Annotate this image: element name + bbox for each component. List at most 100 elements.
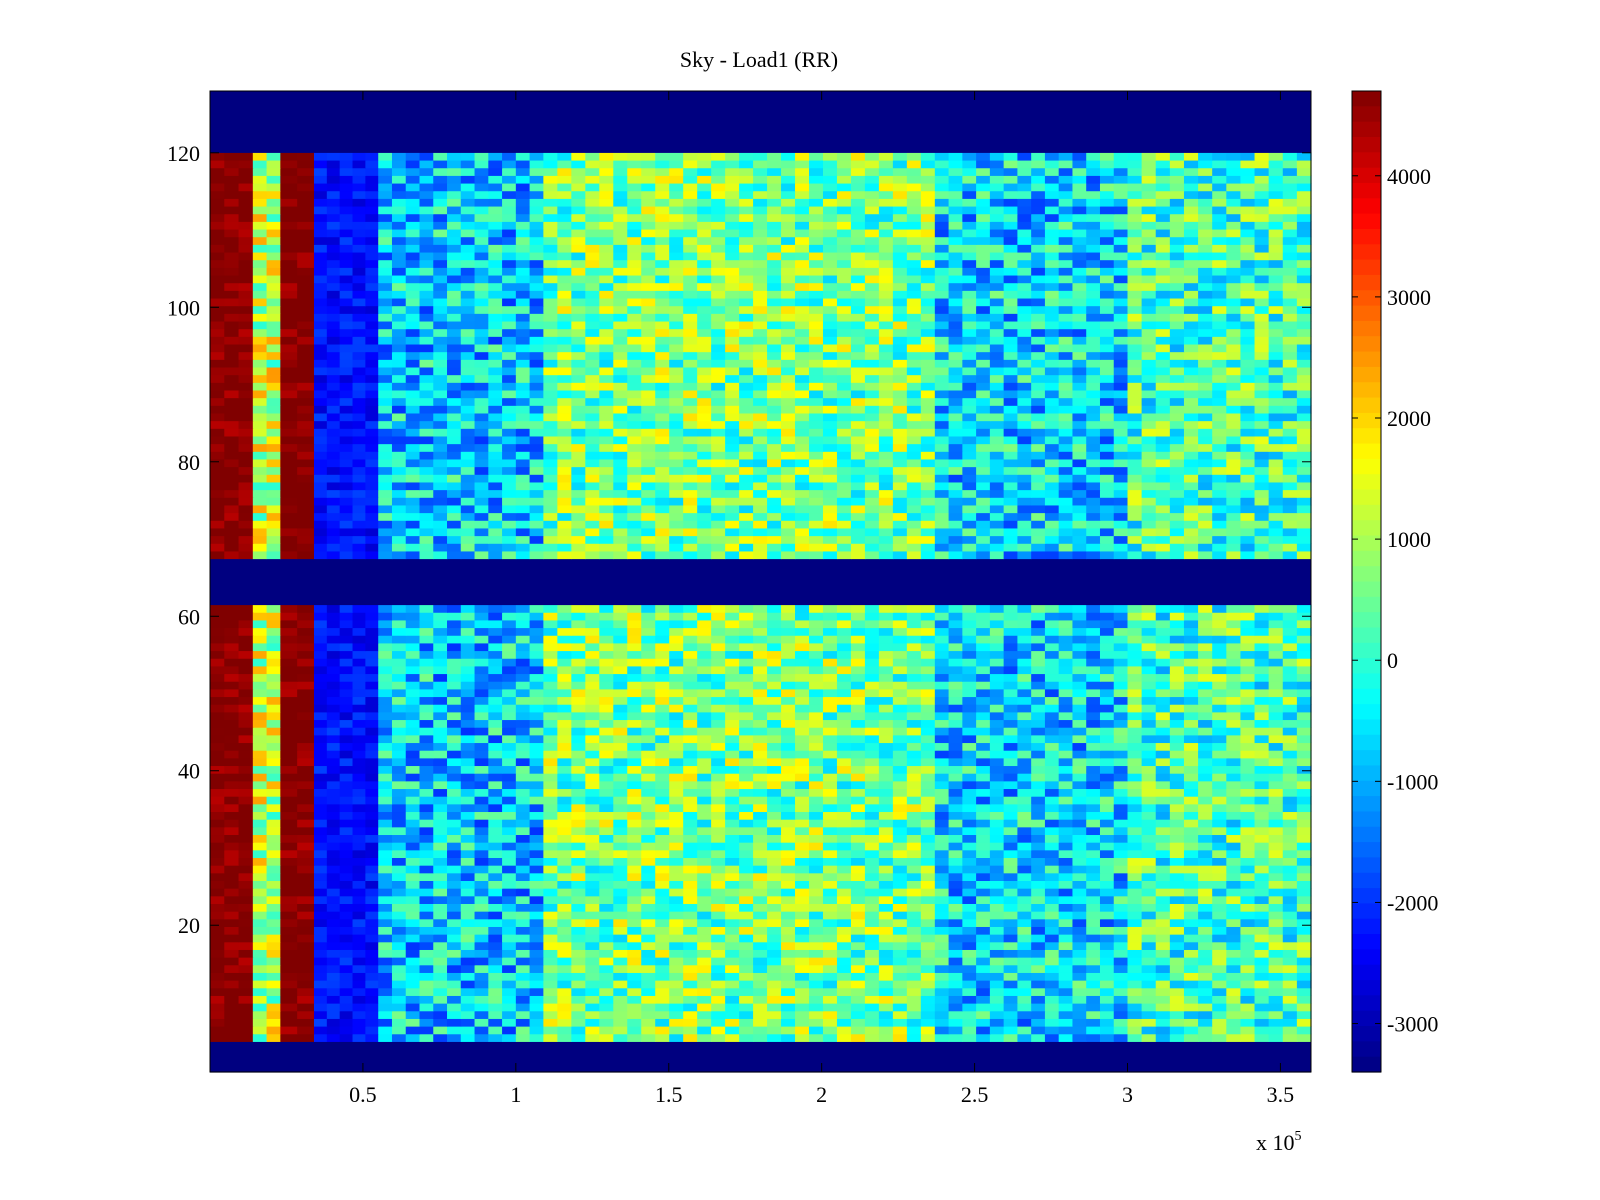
heatmap-cell (599, 911, 614, 920)
heatmap-cell (1183, 512, 1199, 521)
heatmap-cell (1183, 681, 1199, 690)
heatmap-cell (1031, 964, 1046, 973)
heatmap-cell (1183, 635, 1199, 644)
heatmap-cell (238, 504, 254, 514)
heatmap-cell (1282, 681, 1298, 690)
heatmap-cell (1086, 895, 1101, 904)
heatmap-cell (1212, 512, 1227, 521)
heatmap-cell (989, 972, 1005, 981)
heatmap-cell (962, 1026, 977, 1035)
heatmap-cell (725, 642, 740, 652)
heatmap-cell (339, 949, 354, 958)
heatmap-cell (419, 803, 434, 813)
heatmap-cell (906, 949, 922, 958)
heatmap-cell (460, 704, 476, 713)
heatmap-cell (378, 535, 393, 544)
heatmap-cell (892, 696, 908, 705)
heatmap-cell (1003, 849, 1018, 859)
heatmap-cell (378, 903, 393, 912)
heatmap-cell (447, 934, 462, 943)
heatmap-cell (224, 911, 240, 920)
heatmap-cell (515, 1033, 531, 1042)
heatmap-cell (488, 842, 503, 851)
heatmap-cell (892, 688, 908, 698)
heatmap-cell (1254, 612, 1270, 621)
heatmap-cell (502, 681, 517, 690)
heatmap-cell (753, 612, 768, 621)
heatmap-cell (795, 535, 810, 544)
heatmap-cell (1086, 826, 1101, 836)
heatmap-cell (529, 604, 544, 613)
heatmap-cell (1086, 842, 1101, 851)
heatmap-cell (920, 1010, 936, 1019)
heatmap-cell (1099, 918, 1115, 927)
heatmap-cell (1169, 918, 1185, 927)
heatmap-cell (419, 995, 434, 1004)
heatmap-cell (313, 673, 328, 682)
heatmap-cell (1268, 688, 1284, 698)
heatmap-cell (1169, 665, 1185, 675)
heatmap-cell (502, 734, 517, 744)
heatmap-cell (585, 765, 600, 774)
heatmap-cell (599, 803, 614, 813)
heatmap-cell (515, 688, 531, 698)
heatmap-cell (280, 612, 298, 621)
heatmap-cell (252, 987, 268, 996)
heatmap-cell (641, 872, 656, 881)
heatmap-cell (948, 527, 963, 537)
heatmap-cell (641, 895, 656, 904)
heatmap-cell (906, 995, 922, 1004)
heatmap-cell (447, 849, 462, 859)
heatmap-cell (906, 773, 922, 782)
heatmap-cell (1099, 520, 1115, 529)
heatmap-cell (280, 811, 298, 820)
heatmap-cell (878, 949, 894, 958)
heatmap-cell (753, 719, 768, 728)
heatmap-cell (339, 512, 354, 521)
heatmap-cell (795, 635, 810, 644)
heatmap-cell (906, 1033, 922, 1042)
heatmap-cell (1127, 895, 1143, 904)
heatmap-cell (1127, 941, 1143, 950)
heatmap-cell (339, 918, 354, 927)
heatmap-cell (711, 788, 726, 797)
heatmap-cell (419, 849, 434, 859)
heatmap-cell (1254, 619, 1270, 629)
heatmap-cell (1198, 918, 1213, 927)
heatmap-cell (599, 903, 614, 912)
heatmap-cell (1296, 780, 1312, 790)
heatmap-cell (976, 650, 991, 659)
heatmap-cell (474, 842, 489, 851)
heatmap-cell (1113, 750, 1129, 759)
heatmap-cell (326, 842, 341, 851)
heatmap-cell (515, 903, 531, 912)
heatmap-cell (1086, 765, 1101, 774)
heatmap-cell (753, 857, 768, 866)
heatmap-cell (1003, 972, 1018, 981)
heatmap-cell (1127, 957, 1143, 966)
heatmap-cell (1127, 750, 1143, 759)
heatmap-cell (1282, 934, 1298, 943)
heatmap-cell (878, 980, 894, 989)
heatmap-cell (326, 520, 341, 529)
heatmap-cell (365, 826, 379, 836)
heatmap-cell (934, 642, 950, 652)
heatmap-cell (1141, 742, 1157, 751)
heatmap-cell (391, 612, 407, 621)
heatmap-cell (433, 535, 448, 544)
heatmap-cell (613, 857, 628, 866)
heatmap-cell (529, 650, 544, 659)
heatmap-cell (934, 658, 950, 667)
heatmap-cell (808, 780, 824, 790)
heatmap-cell (378, 757, 393, 767)
heatmap-cell (1099, 711, 1115, 721)
heatmap-cell (405, 903, 421, 912)
heatmap-cell (447, 857, 462, 866)
heatmap-cell (419, 826, 434, 836)
heatmap-cell (571, 788, 586, 797)
heatmap-cell (585, 895, 600, 904)
heatmap-cell (210, 773, 225, 782)
heatmap-cell (210, 1018, 225, 1027)
heatmap-cell (808, 527, 824, 537)
heatmap-cell (920, 780, 936, 790)
